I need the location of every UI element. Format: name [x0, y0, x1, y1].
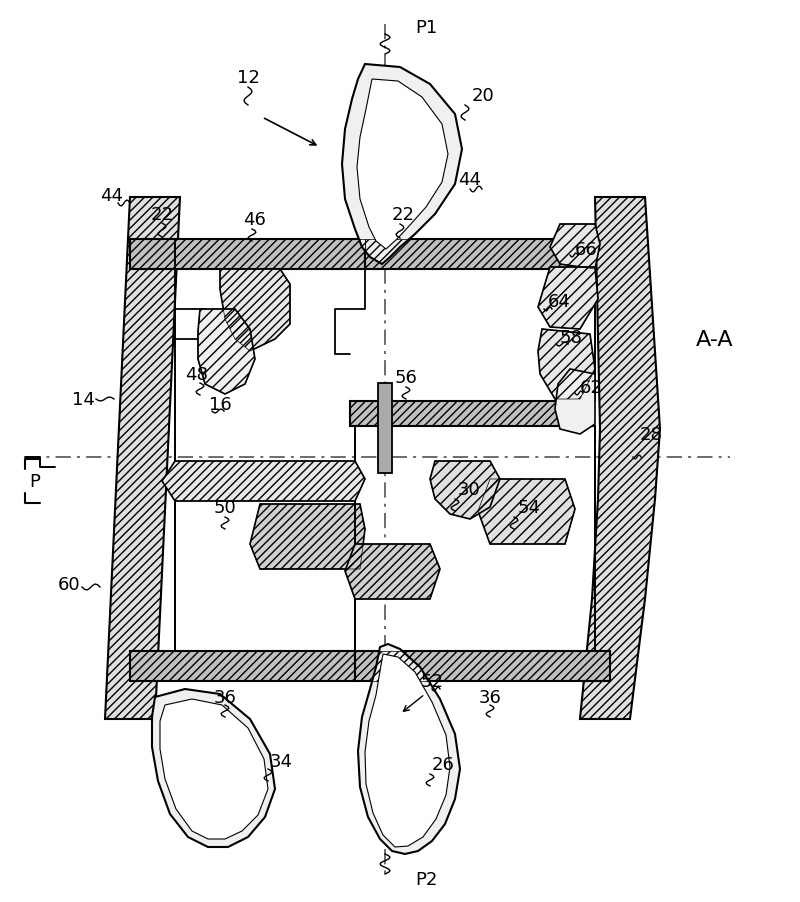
Text: 28: 28 — [640, 426, 663, 444]
Polygon shape — [250, 504, 365, 569]
Polygon shape — [365, 240, 595, 270]
Polygon shape — [160, 699, 268, 839]
Polygon shape — [105, 198, 180, 719]
Polygon shape — [130, 240, 365, 270]
Polygon shape — [538, 268, 598, 329]
Text: 20: 20 — [472, 87, 494, 105]
Text: 36: 36 — [478, 688, 502, 706]
Polygon shape — [162, 462, 365, 502]
Text: 36: 36 — [214, 688, 237, 706]
Polygon shape — [555, 370, 595, 435]
Polygon shape — [350, 401, 570, 427]
Text: 34: 34 — [270, 752, 293, 770]
Text: 26: 26 — [432, 755, 455, 773]
Text: 12: 12 — [237, 69, 259, 87]
Polygon shape — [430, 462, 500, 520]
Text: 22: 22 — [391, 206, 414, 224]
Text: 30: 30 — [458, 481, 481, 499]
Polygon shape — [130, 651, 355, 681]
Text: 48: 48 — [185, 365, 207, 383]
Text: P: P — [30, 473, 41, 491]
Text: 44: 44 — [101, 187, 123, 205]
Text: 56: 56 — [394, 369, 418, 387]
Polygon shape — [365, 654, 450, 847]
Polygon shape — [478, 480, 575, 545]
Polygon shape — [355, 651, 610, 681]
Text: 52: 52 — [421, 672, 443, 690]
Polygon shape — [550, 225, 600, 270]
Polygon shape — [345, 545, 440, 599]
Polygon shape — [342, 65, 462, 264]
Polygon shape — [378, 383, 392, 474]
Text: 66: 66 — [575, 241, 598, 259]
Text: P1: P1 — [415, 19, 438, 37]
Text: 62: 62 — [580, 379, 603, 397]
Text: 22: 22 — [150, 206, 174, 224]
Text: 60: 60 — [58, 575, 80, 594]
Polygon shape — [198, 309, 255, 394]
Text: 64: 64 — [548, 292, 571, 310]
Polygon shape — [152, 689, 275, 847]
Text: 14: 14 — [72, 391, 95, 409]
Polygon shape — [357, 80, 448, 250]
Text: 58: 58 — [560, 328, 583, 346]
Polygon shape — [358, 644, 460, 854]
Polygon shape — [220, 270, 290, 352]
Text: 16: 16 — [209, 396, 231, 413]
Text: A-A: A-A — [696, 329, 734, 350]
Polygon shape — [580, 198, 660, 719]
Text: 54: 54 — [518, 499, 541, 517]
Polygon shape — [538, 329, 595, 400]
Text: 44: 44 — [458, 170, 482, 189]
Text: 46: 46 — [243, 211, 266, 229]
Text: 50: 50 — [214, 499, 236, 517]
Text: P2: P2 — [415, 870, 438, 888]
